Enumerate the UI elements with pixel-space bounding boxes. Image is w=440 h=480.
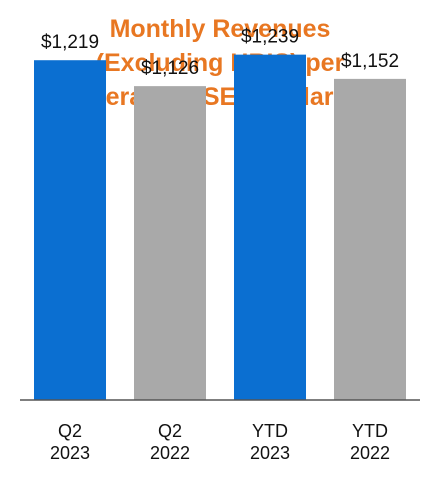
value-label-1: $1,219 [41, 32, 99, 53]
category-label-3-line-2: 2023 [250, 443, 290, 463]
value-label-2: $1,126 [141, 58, 199, 79]
category-label-1-line-2: 2023 [50, 443, 90, 463]
chart-title-line-3: Average WSE ($dollars)* [74, 83, 366, 111]
value-label-4: $1,152 [341, 51, 399, 72]
category-label-1-line-1: Q2 [58, 421, 82, 441]
category-label-4-line-2: 2022 [350, 443, 390, 463]
category-label-2-line-2: 2022 [150, 443, 190, 463]
bar-4 [334, 78, 406, 401]
chart-title-line-1: Monthly Revenues [109, 15, 331, 43]
bar-3 [234, 54, 306, 400]
category-label-4-line-1: YTD [352, 421, 388, 441]
bar-2 [134, 86, 206, 401]
bar-1 [34, 60, 106, 401]
value-label-3: $1,239 [241, 27, 299, 48]
category-label-3-line-1: YTD [252, 421, 288, 441]
category-label-2-line-1: Q2 [158, 421, 182, 441]
